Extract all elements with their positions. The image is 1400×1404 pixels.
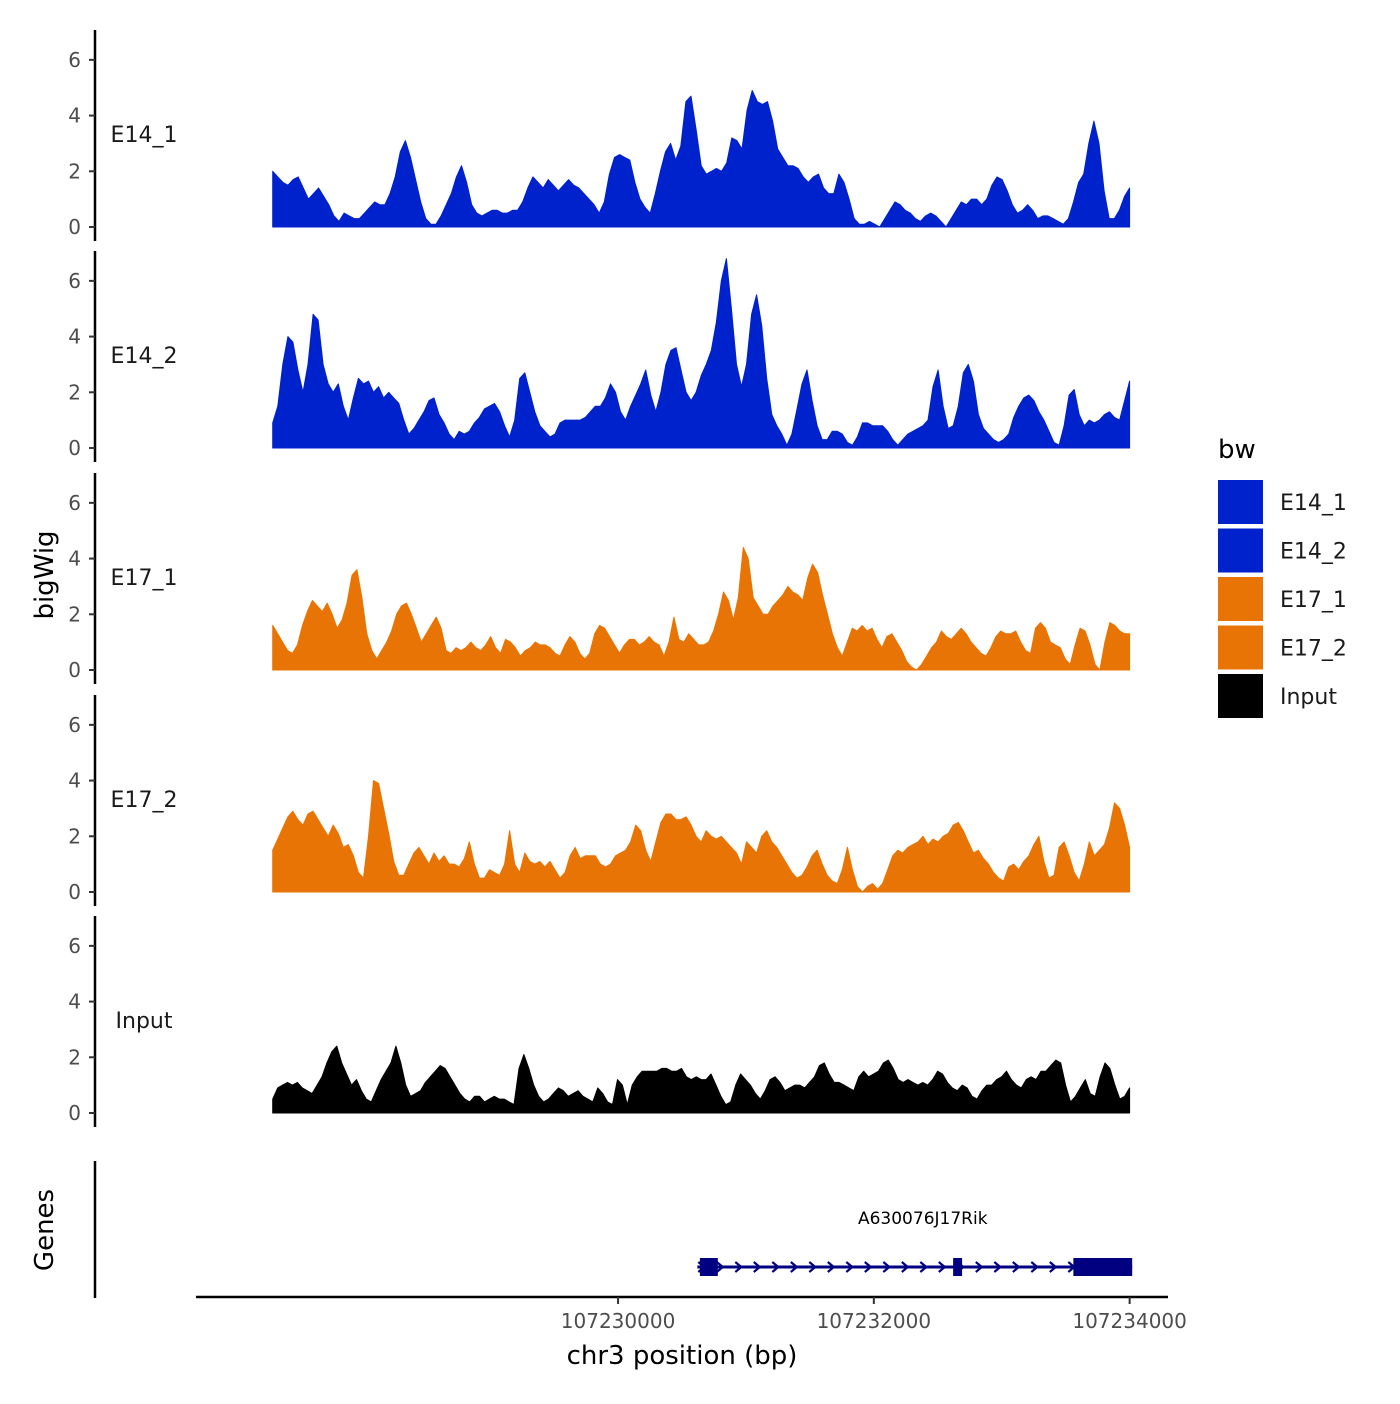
track-label-input: Input: [116, 1009, 173, 1034]
y-tick-label: 0: [68, 1101, 81, 1125]
legend-key-e14_2: [1218, 528, 1263, 573]
x-axis: 107230000 107232000 107234000: [196, 1295, 1187, 1333]
y-tick-label: 6: [68, 491, 81, 515]
gene-exon: [699, 1258, 718, 1276]
signal-tracks: 0 2 4 6 E14_1 0 2 4 6 E14_2 0 2 4 6 E17_1 0 2 4 6 E17_2 0 2 4 6…: [68, 30, 1131, 1127]
y-tick-label: 0: [68, 436, 81, 460]
y-tick-label: 4: [68, 547, 81, 571]
strand-arrow: [975, 1261, 984, 1273]
strand-arrow: [1049, 1261, 1058, 1273]
track-e17_1: 0 2 4 6 E17_1: [68, 473, 1131, 684]
track-input: 0 2 4 6 Input: [68, 916, 1131, 1127]
strand-arrow: [882, 1261, 892, 1273]
legend-label-e14_1: E14_1: [1280, 491, 1347, 516]
x-tick-label: 107234000: [1072, 1309, 1187, 1333]
x-axis-title: chr3 position (bp): [567, 1341, 798, 1371]
strand-arrow: [771, 1261, 781, 1273]
legend-key-e14_1: [1218, 480, 1263, 524]
strand-arrow: [716, 1261, 725, 1273]
strand-arrow: [993, 1261, 1003, 1273]
strand-arrow: [790, 1261, 799, 1273]
strand-arrow: [1030, 1261, 1040, 1273]
legend-key-input: [1218, 674, 1263, 718]
legend-title: bw: [1218, 435, 1256, 465]
y-tick-label: 4: [68, 769, 81, 793]
signal-area-e14_1: [272, 90, 1131, 228]
strand-arrow: [901, 1261, 910, 1273]
gene-track: A630076J17Rik: [93, 1161, 1133, 1298]
strand-arrow: [808, 1261, 818, 1273]
strand-arrow: [845, 1261, 855, 1273]
strand-arrow: [864, 1261, 873, 1273]
legend-label-e17_1: E17_1: [1280, 588, 1347, 613]
y-tick-label: 6: [68, 269, 81, 293]
strand-arrow: [753, 1261, 762, 1273]
y-tick-label: 0: [68, 658, 81, 682]
strand-arrow: [734, 1261, 744, 1273]
legend-label-input: Input: [1280, 685, 1337, 710]
y-tick-label: 4: [68, 104, 81, 128]
y-tick-label: 0: [68, 215, 81, 239]
track-label-e14_1: E14_1: [111, 123, 178, 148]
track-label-e14_2: E14_2: [111, 344, 178, 369]
y-tick-label: 4: [68, 325, 81, 349]
gene-track-title: Genes: [30, 1189, 60, 1271]
track-e17_2: 0 2 4 6 E17_2: [68, 695, 1131, 906]
strand-arrow: [827, 1261, 836, 1273]
strand-arrow: [938, 1261, 947, 1273]
y-tick-label: 6: [68, 934, 81, 958]
legend-label-e17_2: E17_2: [1280, 637, 1347, 662]
y-tick-label: 2: [68, 602, 81, 626]
signal-area-input: [272, 1045, 1131, 1114]
strand-arrow: [919, 1261, 929, 1273]
y-tick-label: 4: [68, 990, 81, 1014]
y-tick-label: 0: [68, 880, 81, 904]
signal-area-e14_2: [272, 258, 1131, 449]
legend-key-e17_1: [1218, 577, 1263, 621]
legend-label-e14_2: E14_2: [1280, 540, 1347, 565]
y-tick-label: 2: [68, 380, 81, 404]
legend-key-e17_2: [1218, 625, 1263, 670]
signal-area-e17_1: [272, 546, 1131, 671]
x-tick-label: 107230000: [561, 1309, 676, 1333]
track-e14_1: 0 2 4 6 E14_1: [68, 30, 1131, 241]
gene-exon: [1073, 1258, 1133, 1276]
gene-name-label: A630076J17Rik: [858, 1209, 988, 1229]
y-tick-label: 6: [68, 48, 81, 72]
track-label-e17_2: E17_2: [111, 788, 178, 813]
y-tick-label: 2: [68, 824, 81, 848]
signal-area-e17_2: [272, 780, 1131, 893]
y-tick-label: 2: [68, 1045, 81, 1069]
gene-exon: [953, 1258, 963, 1276]
x-tick-label: 107232000: [817, 1309, 932, 1333]
legend: E14_1 E14_2 E17_1 E17_2 Input: [1218, 480, 1347, 718]
strand-arrow: [1012, 1261, 1021, 1273]
track-e14_2: 0 2 4 6 E14_2: [68, 251, 1131, 462]
y-axis-title: bigWig: [30, 530, 60, 619]
track-label-e17_1: E17_1: [111, 566, 178, 591]
y-tick-label: 2: [68, 159, 81, 183]
y-tick-label: 6: [68, 713, 81, 737]
